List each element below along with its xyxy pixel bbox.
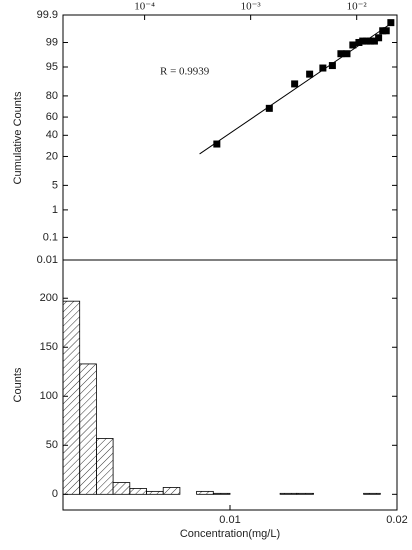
bar [79,363,97,495]
y-tick-label: 95 [46,61,58,73]
y-axis-label: Cumulative Counts [12,91,24,184]
bar [96,438,114,495]
x-axis-label: Concentration(mg/L) [180,528,280,540]
x-tick-label: 10⁻⁴ [134,1,155,13]
x-tick-label: 0.02 [386,514,407,526]
point [370,37,378,45]
point [213,140,221,148]
bar [146,490,164,495]
point [291,80,299,88]
point [355,38,363,46]
y-tick-label: 150 [40,341,58,353]
y-tick-label: 20 [46,150,58,162]
bar [212,492,231,495]
y-tick-label: 100 [40,390,58,402]
y-tick-label: 50 [46,439,58,451]
bar [196,490,214,495]
point [328,62,336,70]
bar [279,492,298,495]
y-tick-label: 0.1 [43,231,58,243]
x-tick-label: 10⁻³ [241,1,262,13]
y-tick-label: 1 [52,204,58,216]
y-tick-label: 5 [52,179,58,191]
y-axis-label: Counts [12,367,24,402]
fit-line [199,24,389,155]
bar [296,492,314,495]
point [319,64,327,72]
bar [162,487,181,495]
bar [112,482,131,495]
point [367,37,375,45]
point [306,70,314,78]
x-tick-label: 10⁻² [347,1,368,13]
y-tick-label: 0.01 [37,254,58,266]
y-tick-label: 80 [46,90,58,102]
point [359,37,367,45]
point [363,37,371,45]
point [379,27,387,35]
bar [129,488,147,495]
y-tick-label: 60 [46,111,58,123]
point [382,27,390,35]
point [387,19,395,27]
plot-frame [62,259,398,511]
point [265,104,273,112]
y-tick-label: 200 [40,292,58,304]
y-tick-label: 99.9 [37,9,58,21]
annotation: R = 0.9939 [160,66,210,78]
x-tick-label: 0.01 [219,514,240,526]
y-tick-label: 40 [46,129,58,141]
point [343,50,351,58]
y-tick-label: 0 [52,488,58,500]
point [349,41,357,49]
y-tick-label: 99 [46,36,58,48]
point [337,50,345,58]
point [375,34,383,42]
bar [62,300,81,495]
bar [363,492,381,495]
